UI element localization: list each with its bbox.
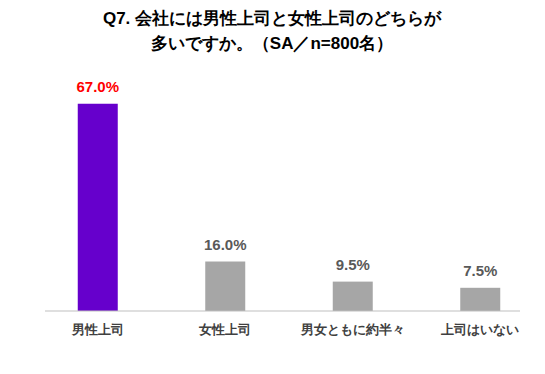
data-label: 67.0%: [76, 78, 119, 95]
chart-svg: Q7. 会社には男性上司と女性上司のどちらが多いですか。（SA／n=800名） 6…: [0, 0, 545, 374]
bar: [460, 288, 500, 311]
data-label: 16.0%: [204, 236, 247, 253]
chart-title: Q7. 会社には男性上司と女性上司のどちらが: [103, 9, 442, 28]
x-tick-label: 男女ともに約半々: [300, 322, 405, 337]
bar: [205, 262, 245, 311]
x-tick-label: 上司はいない: [440, 322, 519, 337]
chart-container: Q7. 会社には男性上司と女性上司のどちらが多いですか。（SA／n=800名） 6…: [0, 0, 545, 374]
data-label: 7.5%: [463, 262, 497, 279]
bar: [333, 282, 373, 311]
x-tick-label: 男性上司: [71, 322, 124, 337]
x-tick-label: 女性上司: [198, 322, 251, 337]
data-label: 9.5%: [336, 256, 370, 273]
bars: [78, 104, 501, 311]
x-axis-line: [45, 311, 520, 312]
chart-title: 多いですか。（SA／n=800名）: [151, 34, 393, 53]
bar: [78, 104, 118, 311]
